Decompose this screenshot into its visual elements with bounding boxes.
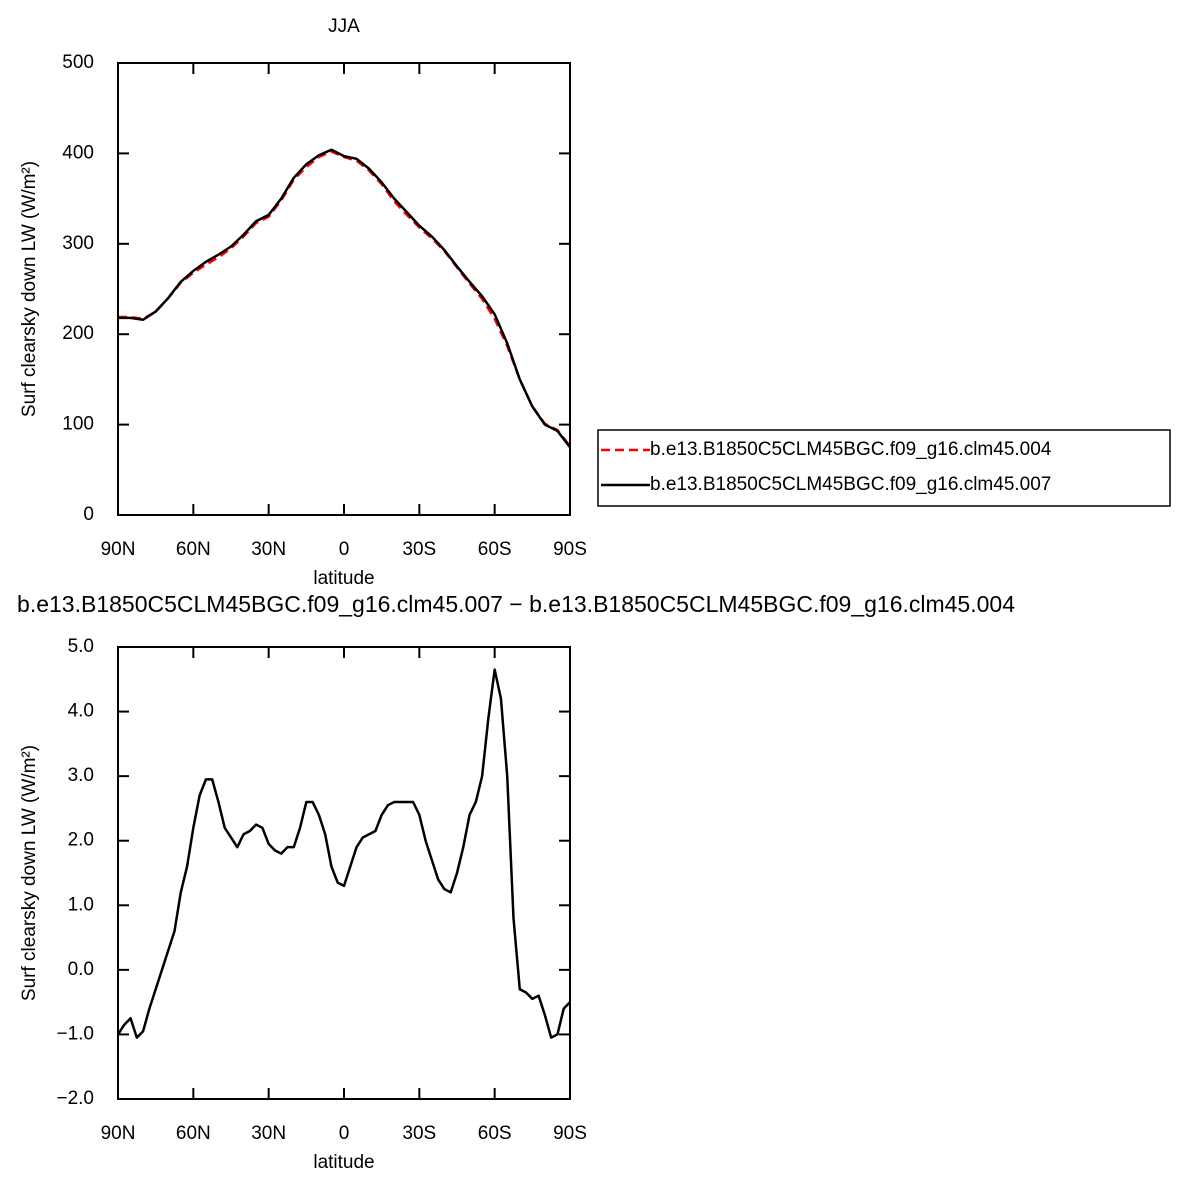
chart-title: b.e13.B1850C5CLM45BGC.f09_g16.clm45.007 … <box>17 591 1015 617</box>
x-tick-label: 30S <box>402 1123 436 1144</box>
y-tick-label: 1.0 <box>68 894 94 915</box>
data-line <box>116 668 571 1039</box>
legend-label: b.e13.B1850C5CLM45BGC.f09_g16.clm45.007 <box>650 474 1051 495</box>
x-tick-label: 30N <box>251 539 286 560</box>
y-tick-label: 100 <box>62 414 94 435</box>
y-tick-label: 3.0 <box>68 765 94 786</box>
data-line <box>118 148 571 448</box>
x-tick-label: 90N <box>101 1123 136 1144</box>
x-axis-label: latitude <box>313 1152 374 1173</box>
y-axis-label: Surf clearsky down LW (W/m²) <box>19 161 40 417</box>
y-tick-label: 300 <box>62 233 94 254</box>
plot-frame <box>117 62 571 516</box>
y-tick-label: 2.0 <box>68 830 94 851</box>
x-tick-label: 0 <box>339 1123 350 1144</box>
y-tick-label: 400 <box>62 142 94 163</box>
y-tick-label: −2.0 <box>56 1088 94 1109</box>
y-tick-label: 500 <box>62 52 94 73</box>
y-tick-label: 0 <box>83 504 94 525</box>
y-tick-label: −1.0 <box>56 1023 94 1044</box>
y-tick-label: 5.0 <box>68 636 94 657</box>
x-tick-label: 90S <box>553 539 587 560</box>
x-axis-label: latitude <box>313 568 374 589</box>
x-tick-label: 60S <box>478 539 512 560</box>
x-tick-label: 60N <box>176 539 211 560</box>
x-tick-label: 90S <box>553 1123 587 1144</box>
y-tick-label: 200 <box>62 323 94 344</box>
x-tick-label: 60S <box>478 1123 512 1144</box>
y-tick-label: 0.0 <box>68 959 94 980</box>
x-tick-label: 90N <box>101 539 136 560</box>
y-tick-label: 4.0 <box>68 701 94 722</box>
x-tick-label: 30S <box>402 539 436 560</box>
y-axis-label: Surf clearsky down LW (W/m²) <box>19 745 40 1001</box>
data-line <box>118 150 571 448</box>
legend-box <box>597 429 1171 507</box>
x-tick-label: 60N <box>176 1123 211 1144</box>
x-tick-label: 30N <box>251 1123 286 1144</box>
chart-title: JJA <box>328 16 360 37</box>
x-tick-label: 0 <box>339 539 350 560</box>
legend-label: b.e13.B1850C5CLM45BGC.f09_g16.clm45.004 <box>650 439 1052 460</box>
